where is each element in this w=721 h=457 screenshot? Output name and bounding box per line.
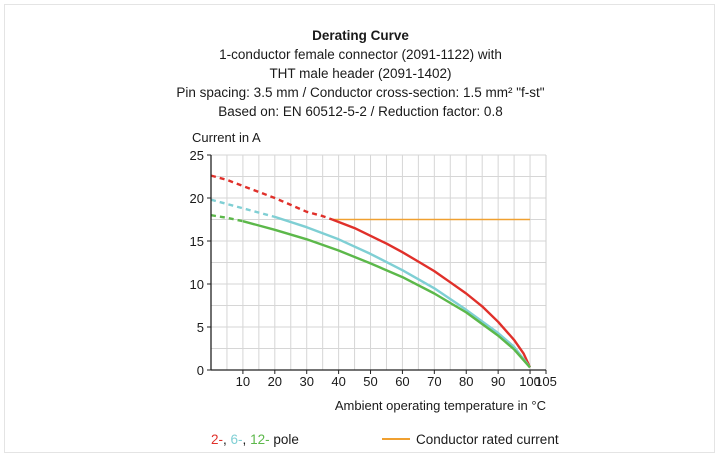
chart-subtitle-2: THT male header (2091-1402) [269,66,452,81]
x-axis-label: Ambient operating temperature in °C [335,398,546,413]
legend-pole-part-2: 6- [231,432,243,447]
series-2-solid-line [242,220,531,369]
chart-subtitle-3: Pin spacing: 3.5 mm / Conductor cross-se… [176,85,545,100]
chart-series [210,174,532,369]
x-tick-label: 60 [395,374,409,389]
x-tick-label: 20 [268,374,282,389]
x-tick-label: 105 [535,374,557,389]
legend-pole: 2-, 6-, 12- pole [211,432,299,447]
chart-titles: Derating Curve 1-conductor female connec… [0,26,721,121]
x-tick-label: 10 [236,374,250,389]
chart-legend: 2-, 6-, 12- pole Conductor rated current [211,432,559,447]
chart-subtitle-4: Based on: EN 60512-5-2 / Reduction facto… [218,104,503,119]
chart-subtitle-1: 1-conductor female connector (2091-1122)… [219,47,502,62]
series-1-dashed-line [210,198,276,219]
x-tick-label: 50 [363,374,377,389]
x-tick-label: 70 [427,374,441,389]
series-0-solid-line [331,218,532,368]
series-0-dashed-line [210,174,333,221]
y-tick-label: 25 [190,148,204,163]
x-tick-label: 90 [491,374,505,389]
legend-pole-part-0: 2- [211,432,223,447]
series-1-solid-line [274,215,531,369]
chart-frame [4,4,715,453]
legend-pole-part-1: , [223,432,231,447]
y-axis-label: Current in A [192,130,261,145]
chart-title: Derating Curve [312,28,409,43]
y-tick-label: 15 [190,234,204,249]
y-tick-label: 20 [190,191,204,206]
legend-pole-part-5: pole [270,432,299,447]
x-tick-label: 80 [459,374,473,389]
x-tick-label: 40 [331,374,345,389]
legend-pole-part-3: , [243,432,251,447]
y-tick-label: 10 [190,277,204,292]
x-tick-label: 100 [519,374,541,389]
legend-pole-part-4: 12- [250,432,270,447]
chart-grid [211,154,547,370]
x-tick-label: 30 [299,374,313,389]
legend-rated-label: Conductor rated current [416,432,559,447]
series-2-dashed-line [210,214,244,223]
y-tick-label: 0 [197,363,204,378]
y-tick-label: 5 [197,320,204,335]
